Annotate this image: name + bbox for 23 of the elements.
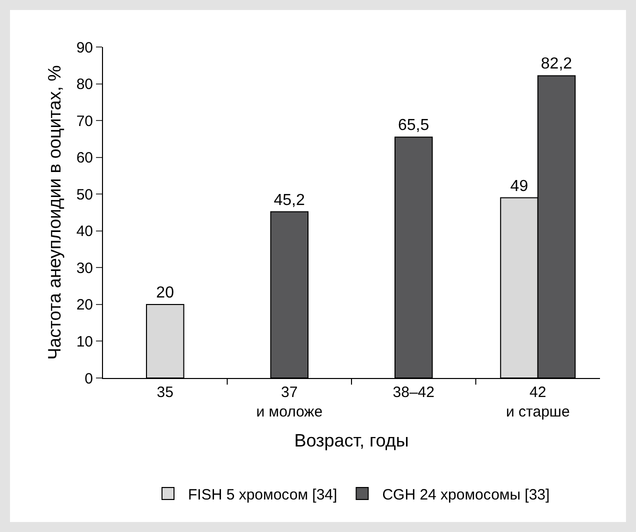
- x-tick-label: 35: [156, 384, 174, 401]
- data-label: 82,2: [540, 56, 572, 73]
- x-tick-label: 37 и моложе: [256, 384, 323, 420]
- x-tick-label: 42 и старше: [506, 384, 570, 420]
- y-tick-label: 90: [76, 39, 93, 56]
- y-tick-label: 80: [76, 76, 93, 94]
- legend-label: CGH 24 хромосомы [33]: [382, 486, 550, 504]
- y-tick-label: 70: [76, 112, 93, 130]
- data-label: 49: [510, 178, 528, 195]
- legend-label: FISH 5 хромосом [34]: [188, 486, 338, 504]
- y-tick-label: 40: [76, 223, 93, 240]
- x-tick-label: 38–42: [392, 384, 434, 401]
- y-tick-label: 10: [76, 333, 93, 350]
- y-tick-label: 20: [76, 296, 93, 314]
- data-label: 20: [156, 284, 174, 302]
- data-label: 45,2: [274, 192, 305, 209]
- y-tick-label: 50: [76, 186, 93, 204]
- y-tick-label: 0: [84, 370, 93, 388]
- y-tick-label: 60: [76, 150, 93, 167]
- data-label: 65,5: [398, 117, 430, 134]
- x-axis-title: Возраст, годы: [294, 430, 409, 451]
- y-tick-label: 30: [76, 260, 93, 277]
- y-axis-title: Частота анеуплоидии в ооцитах, %: [44, 65, 65, 360]
